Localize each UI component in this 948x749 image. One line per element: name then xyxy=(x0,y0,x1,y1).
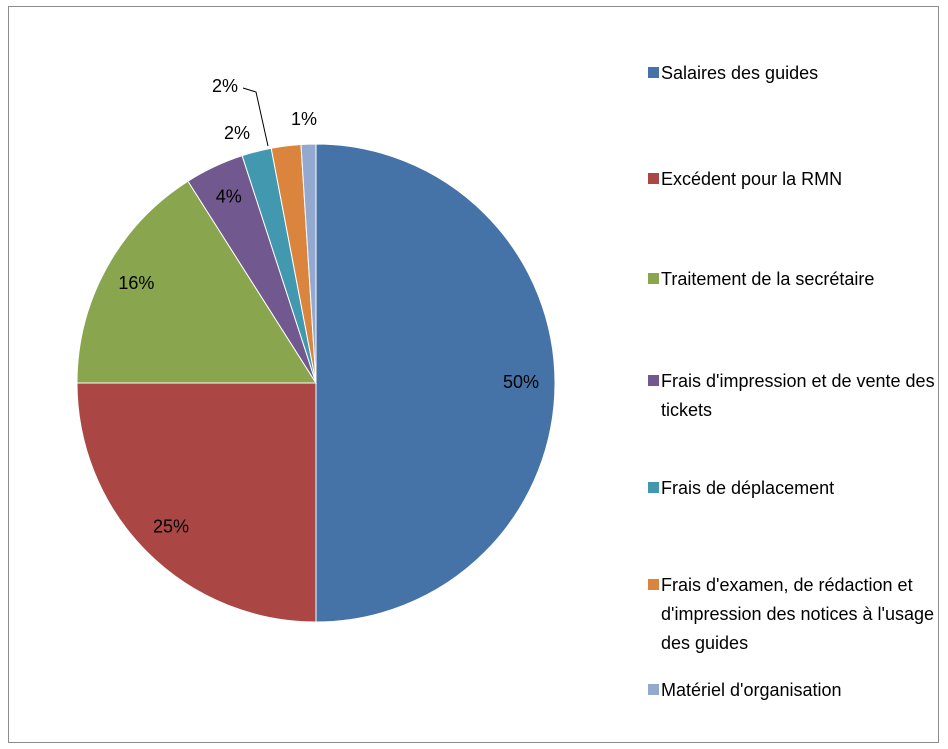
legend-item: Frais d'impression et de vente des ticke… xyxy=(648,367,940,425)
data-label: 50% xyxy=(503,372,539,392)
legend-swatch xyxy=(648,482,659,493)
legend-label: Salaires des guides xyxy=(661,63,819,83)
legend-label: Frais de déplacement xyxy=(661,478,835,498)
legend-item: Traitement de la secrétaire xyxy=(648,265,940,294)
legend-label: Traitement de la secrétaire xyxy=(661,269,875,289)
data-label: 4% xyxy=(216,186,242,206)
pie-slice xyxy=(76,382,317,623)
legend-label: Frais d'examen, de rédaction et d'impres… xyxy=(661,575,935,653)
pie-slice xyxy=(315,143,556,623)
legend-label: Excédent pour la RMN xyxy=(661,169,843,189)
pie-slice xyxy=(76,180,317,384)
legend-swatch xyxy=(648,67,659,78)
data-label: 25% xyxy=(153,517,189,537)
legend-item: Excédent pour la RMN xyxy=(648,165,940,194)
legend-swatch xyxy=(648,273,659,284)
legend-label: Matériel d'organisation xyxy=(661,680,842,700)
legend-swatch xyxy=(648,684,659,695)
data-label: 2% xyxy=(224,123,250,143)
legend-label: Frais d'impression et de vente des ticke… xyxy=(661,371,935,420)
leader-line xyxy=(242,87,269,147)
data-label: 16% xyxy=(118,273,154,293)
legend-swatch xyxy=(648,173,659,184)
legend-item: Frais d'examen, de rédaction et d'impres… xyxy=(648,571,940,658)
legend-item: Matériel d'organisation xyxy=(648,676,940,705)
legend-swatch xyxy=(648,375,659,386)
chart-frame xyxy=(8,6,939,743)
legend-item: Frais de déplacement xyxy=(648,474,940,503)
legend-swatch xyxy=(648,579,659,590)
data-label: 2% xyxy=(212,76,238,96)
legend-item: Salaires des guides xyxy=(648,59,940,88)
pie-slice xyxy=(300,143,317,384)
data-label: 1% xyxy=(291,109,317,129)
